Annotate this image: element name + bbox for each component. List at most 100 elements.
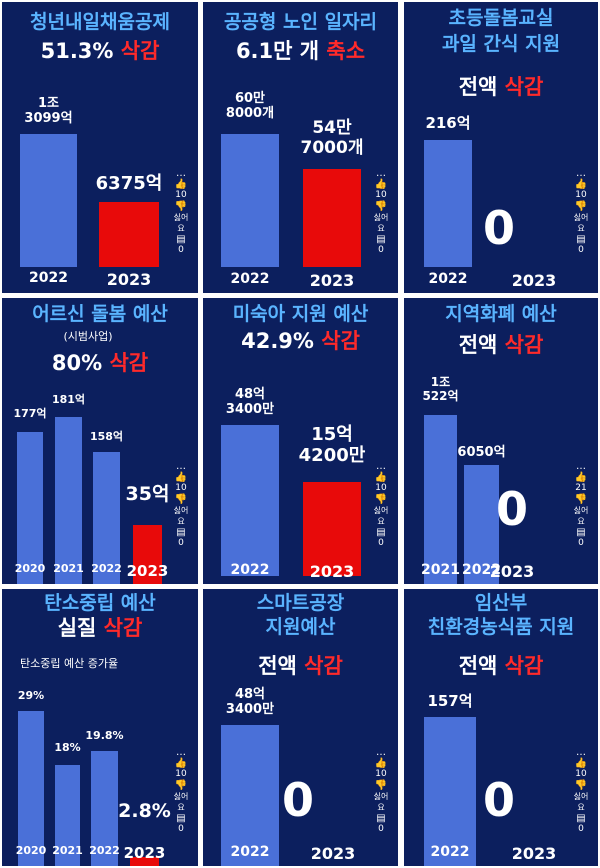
subtitle-text: 80% — [51, 351, 110, 375]
thumbs-up-icon[interactable]: 👍 — [574, 179, 588, 190]
more-icon[interactable]: … — [576, 168, 586, 179]
x-tick-label: 2022 — [91, 562, 122, 575]
thumbs-down-icon[interactable]: 👎 — [374, 780, 388, 791]
chart-title: 과일 간식 지원 — [441, 33, 561, 55]
x-tick-label: 2023 — [106, 270, 152, 289]
like-count: 10 — [375, 190, 387, 200]
subtitle-cut-text: 삭감 — [120, 39, 160, 63]
chart-panel: 어르신 돌봄 예산 80% 삭감 (시범사업) 177억 2020 181억 2021 158… — [2, 298, 198, 584]
chart-panel: 임산부 친환경농식품 지원 전액 삭감 157억 2022 0 2023… 👍 10 👎 싫어요 ▤ 0 — [404, 589, 598, 866]
subtitle-cut-text: 삭감 — [321, 329, 360, 353]
more-icon[interactable]: … — [576, 747, 586, 758]
value-label: 158억 — [89, 430, 124, 443]
value-label: 6375억 — [95, 173, 163, 194]
comment-count: 0 — [178, 245, 184, 255]
more-icon[interactable]: … — [176, 747, 186, 758]
chart-title: 초등돌봄교실 — [448, 7, 554, 29]
like-count: 10 — [375, 483, 387, 493]
comment-icon[interactable]: ▤ — [376, 527, 386, 538]
chart-subtitle: 51.3% 삭감 — [2, 38, 198, 64]
bar — [18, 711, 44, 866]
thumbs-down-icon[interactable]: 👎 — [574, 494, 588, 505]
bar — [55, 765, 80, 866]
thumbs-down-icon[interactable]: 👎 — [574, 780, 588, 791]
thumbs-up-icon[interactable]: 👍 — [174, 758, 188, 769]
thumbs-up-icon[interactable]: 👍 — [374, 758, 388, 769]
subtitle-text: 6.1만 개 — [235, 39, 327, 63]
thumbs-down-icon[interactable]: 👎 — [174, 201, 188, 212]
more-icon[interactable]: … — [176, 168, 186, 179]
comment-icon[interactable]: ▤ — [376, 813, 386, 824]
dislike-label: 싫어요 — [573, 506, 589, 526]
like-count: 10 — [575, 190, 587, 200]
chart-note: (시범사업) — [63, 330, 113, 343]
subtitle-cut-text: 삭감 — [504, 75, 544, 99]
thumbs-down-icon[interactable]: 👎 — [174, 494, 188, 505]
dislike-label: 싫어요 — [573, 213, 589, 233]
thumbs-down-icon[interactable]: 👎 — [374, 494, 388, 505]
thumbs-up-icon[interactable]: 👍 — [574, 758, 588, 769]
bar — [221, 134, 279, 267]
comment-icon[interactable]: ▤ — [576, 527, 586, 538]
more-icon[interactable]: … — [176, 461, 186, 472]
subtitle-cut-text: 삭감 — [103, 616, 143, 640]
comment-count: 0 — [378, 245, 384, 255]
thumbs-down-icon[interactable]: 👎 — [174, 780, 188, 791]
x-tick-label: 2023 — [511, 271, 557, 290]
zero-value-label: 0 — [482, 773, 515, 827]
comment-icon[interactable]: ▤ — [176, 234, 186, 245]
value-label: 48억 3400만 — [225, 687, 275, 717]
more-icon[interactable]: … — [376, 747, 386, 758]
chart-title: 친환경농식품 지원 — [427, 616, 575, 638]
bar — [20, 134, 77, 267]
chart-title: 어르신 돌봄 예산 — [32, 303, 168, 325]
x-tick-label: 2021 — [52, 844, 83, 857]
more-icon[interactable]: … — [576, 461, 586, 472]
thumbs-up-icon[interactable]: 👍 — [374, 472, 388, 483]
subtitle-text: 전액 — [458, 333, 505, 357]
comment-icon[interactable]: ▤ — [176, 813, 186, 824]
chart-title: 임산부 — [474, 592, 528, 614]
value-label: 35억 — [125, 483, 170, 505]
comment-icon[interactable]: ▤ — [176, 527, 186, 538]
x-tick-label: 2022 — [428, 271, 468, 287]
x-tick-label: 2023 — [126, 562, 169, 580]
more-icon[interactable]: … — [376, 461, 386, 472]
reaction-column: … 👍 10 👎 싫어요 ▤ 0 — [570, 168, 592, 256]
bar — [91, 751, 118, 866]
comment-icon[interactable]: ▤ — [576, 234, 586, 245]
bar — [99, 202, 159, 267]
more-icon[interactable]: … — [376, 168, 386, 179]
chart-panel: 지역화폐 예산 전액 삭감 1조 522억 2021 6050억 2022 0 2023 … 👍 2… — [404, 298, 598, 584]
thumbs-up-icon[interactable]: 👍 — [374, 179, 388, 190]
subtitle-text: 51.3% — [40, 39, 121, 63]
bar — [17, 432, 43, 584]
thumbs-down-icon[interactable]: 👎 — [374, 201, 388, 212]
value-label: 6050억 — [457, 445, 506, 460]
bar — [130, 857, 159, 866]
zero-value-label: 0 — [482, 201, 515, 255]
comment-icon[interactable]: ▤ — [576, 813, 586, 824]
chart-subtitle: 전액 삭감 — [404, 74, 598, 100]
thumbs-down-icon[interactable]: 👎 — [574, 201, 588, 212]
chart-title: 청년내일채움공제 — [30, 11, 170, 33]
chart-panel: 공공형 노인 일자리 6.1만 개 축소 60만 8000개 2022 54만 7000… — [203, 2, 398, 293]
bar — [221, 725, 279, 866]
bar — [303, 169, 361, 267]
chart-panel: 미숙아 지원 예산 42.9% 삭감 48억 3400만 2022 15억 4200만 2… — [203, 298, 398, 584]
thumbs-up-icon[interactable]: 👍 — [574, 472, 588, 483]
chart-title: 스마트공장 — [256, 592, 345, 614]
thumbs-up-icon[interactable]: 👍 — [174, 472, 188, 483]
bar — [424, 140, 472, 267]
bar — [221, 425, 279, 576]
thumbs-up-icon[interactable]: 👍 — [174, 179, 188, 190]
chart-title: 공공형 노인 일자리 — [223, 11, 378, 33]
x-tick-label: 2022 — [29, 270, 68, 286]
bar — [424, 717, 476, 866]
value-label: 48억 3400만 — [225, 387, 275, 417]
x-tick-label: 2023 — [123, 844, 166, 862]
comment-icon[interactable]: ▤ — [376, 234, 386, 245]
reaction-column: … 👍 10 👎 싫어요 ▤ 0 — [170, 168, 192, 256]
comment-count: 0 — [178, 538, 184, 548]
